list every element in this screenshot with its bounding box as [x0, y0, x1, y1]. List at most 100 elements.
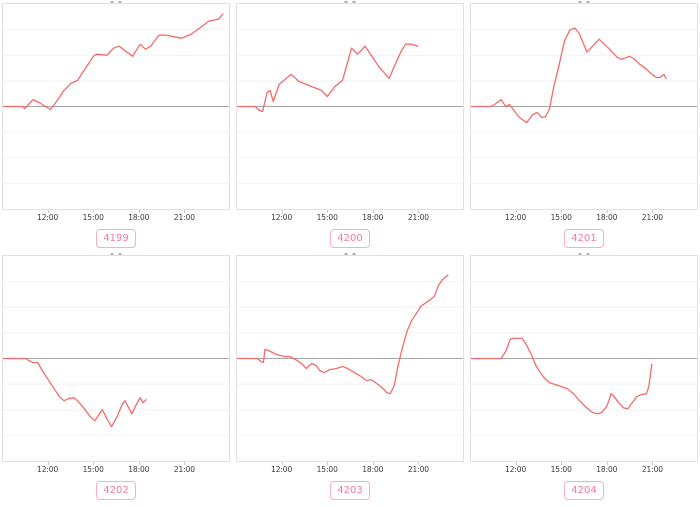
x-axis-tick-label: 18:00 [362, 213, 384, 222]
series-line [237, 274, 449, 395]
x-axis-tick-label: 18:00 [596, 213, 618, 222]
x-axis-tick-mark [183, 210, 185, 213]
x-axis-tick-mark [327, 210, 329, 213]
x-axis-tick-mark [651, 462, 653, 465]
clipped-title-remnant [110, 253, 122, 255]
chart-id-badge[interactable]: 4199 [96, 229, 136, 248]
chart-card: 12:00 15:00 18:00 21:00 4200 [236, 0, 464, 252]
x-axis-tick-mark [606, 210, 608, 213]
clipped-title-remnant-dot [110, 1, 114, 3]
x-axis-tick-mark [417, 210, 419, 213]
x-axis-tick-label: 15:00 [316, 465, 338, 474]
clipped-title-remnant [110, 1, 122, 3]
clipped-title-remnant [578, 1, 590, 3]
x-axis-tick-mark [183, 462, 185, 465]
x-axis-tick-mark [282, 210, 284, 213]
chart-card: 12:00 15:00 18:00 21:00 4204 [470, 252, 698, 504]
x-axis-tick-label: 18:00 [596, 465, 618, 474]
clipped-chart-title [2, 0, 230, 3]
x-axis-tick-mark [93, 210, 95, 213]
x-axis-tick-mark [516, 462, 518, 465]
clipped-title-remnant-dot [586, 1, 590, 3]
x-axis-tick-label: 15:00 [550, 465, 572, 474]
x-axis-tick-label: 12:00 [37, 213, 59, 222]
x-axis-tick-label: 18:00 [362, 465, 384, 474]
series-line [3, 13, 224, 111]
line-chart [237, 29, 463, 184]
line-chart-plot [470, 3, 698, 213]
chart-card: 12:00 15:00 18:00 21:00 4199 [2, 0, 230, 252]
x-axis-labels: 12:00 15:00 18:00 21:00 [2, 212, 230, 224]
clipped-title-remnant-dot [110, 253, 114, 255]
badge-row: 4201 [470, 229, 698, 248]
x-axis-tick-label: 21:00 [641, 465, 663, 474]
clipped-chart-title [236, 0, 464, 3]
x-axis-labels: 12:00 15:00 18:00 21:00 [2, 464, 230, 476]
clipped-title-remnant-dot [352, 1, 356, 3]
clipped-title-remnant [344, 253, 356, 255]
chart-id-badge[interactable]: 4200 [330, 229, 370, 248]
clipped-chart-title [236, 252, 464, 255]
x-axis-tick-label: 12:00 [271, 465, 293, 474]
x-axis-tick-mark [327, 462, 329, 465]
chart-id-badge[interactable]: 4203 [330, 481, 370, 500]
line-chart [237, 274, 463, 436]
x-axis-tick-label: 12:00 [37, 465, 59, 474]
x-axis-tick-mark [282, 462, 284, 465]
line-chart [3, 13, 229, 184]
clipped-chart-title [2, 252, 230, 255]
x-axis-tick-label: 12:00 [505, 213, 527, 222]
x-axis-tick-label: 15:00 [316, 213, 338, 222]
x-axis-tick-mark [48, 462, 50, 465]
x-axis-labels: 12:00 15:00 18:00 21:00 [236, 464, 464, 476]
x-axis-tick-mark [372, 210, 374, 213]
x-axis-tick-label: 12:00 [505, 465, 527, 474]
badge-row: 4199 [2, 229, 230, 248]
x-axis-tick-mark [606, 462, 608, 465]
x-axis-tick-mark [93, 462, 95, 465]
series-line [471, 337, 653, 415]
x-axis-tick-label: 21:00 [407, 213, 429, 222]
x-axis-labels: 12:00 15:00 18:00 21:00 [470, 212, 698, 224]
clipped-title-remnant-dot [586, 253, 590, 255]
chart-id-badge[interactable]: 4204 [564, 481, 604, 500]
x-axis-tick-mark [516, 210, 518, 213]
line-chart [471, 281, 697, 436]
clipped-title-remnant-dot [352, 253, 356, 255]
badge-row: 4204 [470, 481, 698, 500]
chart-id-badge[interactable]: 4202 [96, 481, 136, 500]
chart-id-badge[interactable]: 4201 [564, 229, 604, 248]
x-axis-tick-label: 21:00 [407, 465, 429, 474]
x-axis-tick-mark [372, 462, 374, 465]
line-chart-plot [2, 3, 230, 213]
clipped-chart-title [470, 0, 698, 3]
x-axis-tick-label: 15:00 [82, 213, 104, 222]
x-axis-tick-label: 21:00 [173, 465, 195, 474]
series-line [237, 43, 419, 113]
clipped-title-remnant-dot [118, 253, 122, 255]
line-chart-plot [470, 255, 698, 465]
badge-row: 4200 [236, 229, 464, 248]
x-axis-tick-label: 18:00 [128, 213, 150, 222]
line-chart-plot [236, 3, 464, 213]
clipped-title-remnant-dot [578, 253, 582, 255]
x-axis-labels: 12:00 15:00 18:00 21:00 [470, 464, 698, 476]
clipped-title-remnant-dot [344, 253, 348, 255]
clipped-title-remnant-dot [344, 1, 348, 3]
series-line [471, 27, 667, 124]
clipped-chart-title [470, 252, 698, 255]
x-axis-tick-mark [138, 210, 140, 213]
chart-card: 12:00 15:00 18:00 21:00 4203 [236, 252, 464, 504]
clipped-title-remnant-dot [118, 1, 122, 3]
x-axis-tick-mark [138, 462, 140, 465]
x-axis-labels: 12:00 15:00 18:00 21:00 [236, 212, 464, 224]
chart-card: 12:00 15:00 18:00 21:00 4202 [2, 252, 230, 504]
x-axis-tick-mark [417, 462, 419, 465]
x-axis-tick-label: 21:00 [173, 213, 195, 222]
clipped-title-remnant [344, 1, 356, 3]
x-axis-tick-label: 12:00 [271, 213, 293, 222]
line-chart-plot [236, 255, 464, 465]
x-axis-tick-label: 18:00 [128, 465, 150, 474]
x-axis-tick-label: 15:00 [550, 213, 572, 222]
clipped-title-remnant-dot [578, 1, 582, 3]
